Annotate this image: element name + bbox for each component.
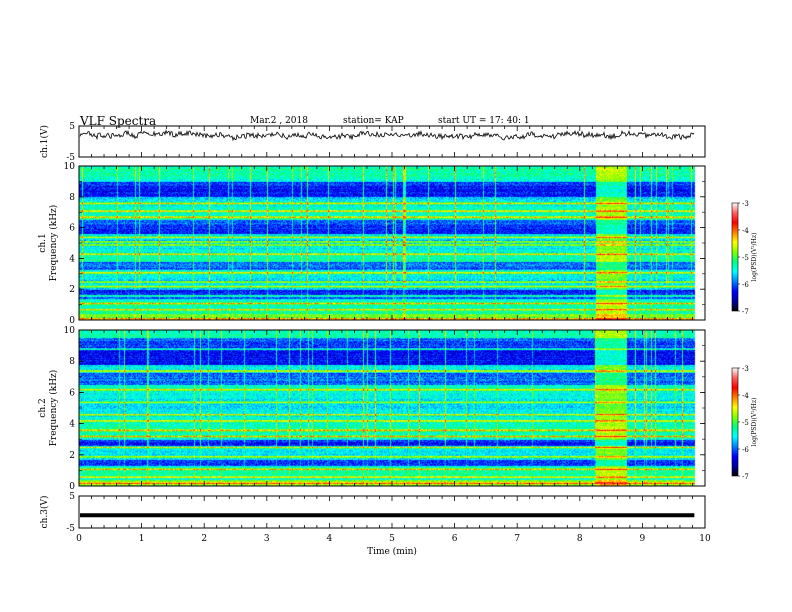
y-tick-label: 4 <box>69 254 75 264</box>
x-tick-label: 3 <box>264 534 270 544</box>
y-tick-label: 4 <box>69 420 75 430</box>
y-tick-label: 2 <box>69 285 75 295</box>
y-axis-label: ch.1(V) <box>39 125 50 158</box>
x-axis-label: Time (min) <box>367 546 417 557</box>
colorbar-label: log(PSD)(V²/Hz) <box>751 398 758 447</box>
colorbar-2 <box>731 367 739 477</box>
y-tick-label: -5 <box>66 153 75 163</box>
y-axis-label: ch.3(V) <box>39 496 50 529</box>
chart-title: VLF Spectra <box>80 114 157 128</box>
colorbar-tick-label: -5 <box>742 419 749 427</box>
ch2-spectrogram-image <box>79 330 705 486</box>
x-tick-label: 1 <box>139 534 145 544</box>
y-tick-label: 8 <box>69 357 75 367</box>
y-tick-label: 0 <box>69 316 75 326</box>
x-tick-label: 9 <box>640 534 646 544</box>
y-tick-label: 5 <box>69 492 75 502</box>
colorbar-tick-label: -6 <box>742 281 749 289</box>
y-tick-label: 0 <box>69 482 75 492</box>
x-tick-label: 0 <box>76 534 82 544</box>
y-tick-label: 10 <box>64 162 76 172</box>
y-tick-label: 6 <box>69 388 75 398</box>
colorbar-1 <box>731 202 739 312</box>
x-tick-label: 10 <box>699 534 711 544</box>
colorbar-label: log(PSD)(V²/Hz) <box>751 233 758 282</box>
x-tick-label: 2 <box>201 534 207 544</box>
y-tick-label: 8 <box>69 193 75 203</box>
ch1-waveform-trace <box>79 129 695 142</box>
y-axis-label: Frequency (kHz) <box>48 370 59 447</box>
colorbar-tick-label: -3 <box>742 200 749 208</box>
y-tick-label: 6 <box>69 224 75 234</box>
colorbar-tick-label: -3 <box>742 365 749 373</box>
y-axis-label: ch.1 <box>38 233 48 252</box>
colorbar-tick-label: -4 <box>742 392 749 400</box>
date-label: Mar.2 , 2018 <box>250 116 308 126</box>
y-tick-label: 5 <box>69 122 75 132</box>
station-label: station= KAP <box>343 116 404 126</box>
colorbar-tick-label: -4 <box>742 227 749 235</box>
y-tick-label: -5 <box>66 524 75 534</box>
colorbar-tick-label: -5 <box>742 254 749 262</box>
y-tick-label: 10 <box>64 326 76 336</box>
start-time-label: start UT = 17: 40: 1 <box>438 116 530 126</box>
y-tick-label: 2 <box>69 451 75 461</box>
x-tick-label: 7 <box>514 534 520 544</box>
colorbar-tick-label: -6 <box>742 446 749 454</box>
colorbar-tick-label: -7 <box>742 473 749 481</box>
colorbar-tick-label: -7 <box>742 308 749 316</box>
y-axis-label: ch.2 <box>38 398 48 417</box>
x-tick-label: 6 <box>452 534 458 544</box>
y-axis-label: Frequency (kHz) <box>48 205 59 282</box>
x-tick-label: 5 <box>389 534 395 544</box>
ch1-spectrogram-image <box>79 166 705 320</box>
x-tick-label: 4 <box>327 534 333 544</box>
x-tick-label: 8 <box>577 534 583 544</box>
